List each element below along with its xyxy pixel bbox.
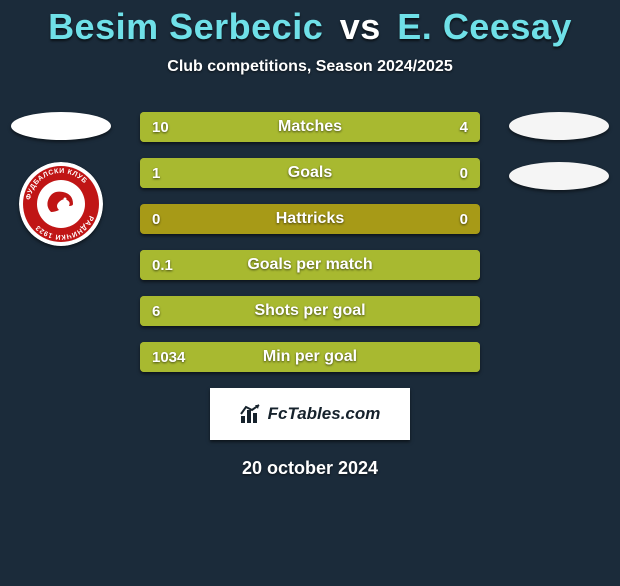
- stat-value-left: 1034: [152, 342, 185, 372]
- player2-name: E. Ceesay: [397, 6, 572, 47]
- comparison-bars: 104Matches10Goals00Hattricks0.1Goals per…: [140, 112, 480, 372]
- club-badge-svg: ФУДБАЛСКИ КЛУБ РАДНИЧКИ 1923: [19, 162, 103, 246]
- branding-text: FcTables.com: [268, 404, 381, 424]
- stat-row: 0.1Goals per match: [140, 250, 480, 280]
- player2-flag-2: [509, 162, 609, 190]
- stat-value-right: 0: [460, 158, 468, 188]
- stat-row: 1034Min per goal: [140, 342, 480, 372]
- stat-fill-left: [140, 158, 439, 188]
- stat-row: 6Shots per goal: [140, 296, 480, 326]
- date-text: 20 october 2024: [0, 458, 620, 479]
- stat-value-left: 6: [152, 296, 160, 326]
- stat-label: Hattricks: [140, 204, 480, 234]
- stat-fill-left: [140, 296, 480, 326]
- stat-value-left: 0: [152, 204, 160, 234]
- stat-value-left: 10: [152, 112, 169, 142]
- stat-row: 104Matches: [140, 112, 480, 142]
- branding-badge: FcTables.com: [210, 388, 410, 440]
- player1-club-badge: ФУДБАЛСКИ КЛУБ РАДНИЧКИ 1923: [19, 162, 103, 246]
- comparison-title: Besim Serbecic vs E. Ceesay: [0, 6, 620, 48]
- subtitle: Club competitions, Season 2024/2025: [0, 58, 620, 76]
- stat-value-right: 4: [460, 112, 468, 142]
- right-side: [504, 112, 614, 190]
- content-area: ФУДБАЛСКИ КЛУБ РАДНИЧКИ 1923 104Matches1…: [0, 112, 620, 372]
- vs-text: vs: [340, 6, 381, 47]
- player1-name: Besim Serbecic: [48, 6, 323, 47]
- stat-fill-left: [140, 250, 480, 280]
- stat-value-left: 0.1: [152, 250, 173, 280]
- stat-value-left: 1: [152, 158, 160, 188]
- player2-flag-1: [509, 112, 609, 140]
- branding-chart-icon: [240, 404, 262, 424]
- stat-row: 10Goals: [140, 158, 480, 188]
- left-side: ФУДБАЛСКИ КЛУБ РАДНИЧКИ 1923: [6, 112, 116, 246]
- stat-fill-left: [140, 342, 480, 372]
- player1-flag: [11, 112, 111, 140]
- stat-fill-left: [140, 112, 383, 142]
- stat-value-right: 0: [460, 204, 468, 234]
- stat-row: 0 0Hattricks: [140, 204, 480, 234]
